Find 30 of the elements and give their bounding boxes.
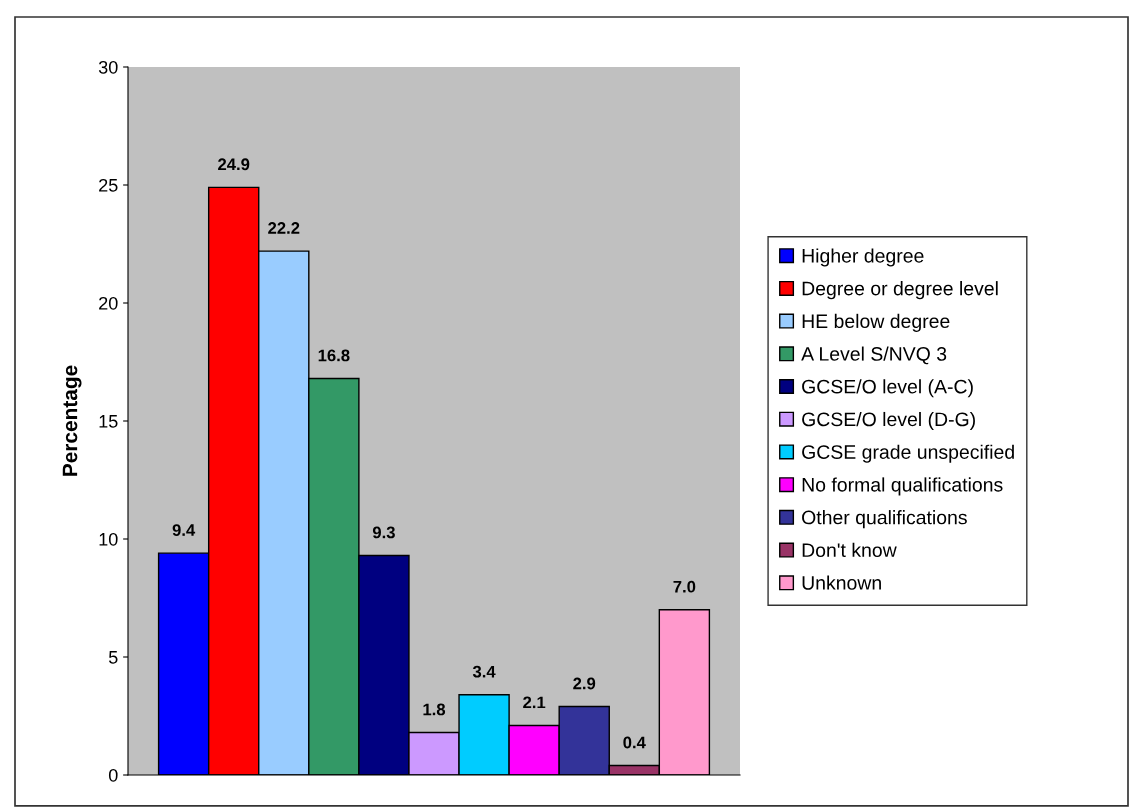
y-tick-label: 10 [99,532,118,546]
legend-label: HE below degree [802,313,950,332]
legend-label: Unknown [802,575,881,590]
y-tick-label: 5 [108,651,118,664]
data-label: 9.3 [372,526,395,539]
data-label: 1.8 [423,703,446,716]
legend-label: Other qualifications [802,510,967,529]
y-tick-label: 30 [98,60,118,74]
legend-label: No formal qualifications [802,477,1003,496]
y-tick-label: 25 [99,178,118,192]
data-label: 16.8 [318,349,350,362]
legend-label: GCSE/O level (A-C) [802,379,973,398]
data-label: 2.1 [523,696,546,709]
y-tick-label: 15 [99,415,118,428]
data-label: 7.0 [673,580,696,593]
legend-label: Degree or degree level [802,281,998,300]
data-label: 2.9 [573,677,596,690]
data-label: 22.2 [268,222,300,234]
y-tick-label: 20 [99,296,118,310]
legend-label: GCSE grade unspecified [802,444,1014,463]
data-label: 0.4 [623,736,646,749]
legend-label: Higher degree [802,248,924,267]
data-label: 24.9 [218,158,250,171]
y-axis-title: Percentage [62,365,82,476]
data-label: 9.4 [172,524,196,536]
legend-label: A Level S/NVQ 3 [801,346,947,365]
y-tick-label: 0 [108,768,118,782]
legend-label: GCSE/O level (D-G) [802,411,975,431]
data-label: 3.4 [472,665,496,678]
legend-label: Don't know [802,542,897,558]
